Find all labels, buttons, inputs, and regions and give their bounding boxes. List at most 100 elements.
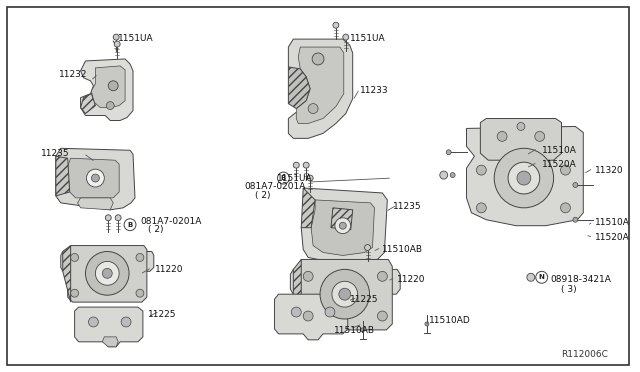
Circle shape (114, 41, 120, 47)
Text: 11510A: 11510A (541, 146, 577, 155)
Circle shape (291, 307, 301, 317)
Circle shape (561, 165, 570, 175)
Text: R112006C: R112006C (561, 350, 609, 359)
Circle shape (561, 203, 570, 213)
Text: 08918-3421A: 08918-3421A (550, 275, 611, 284)
Polygon shape (289, 39, 353, 138)
Text: 11225: 11225 (148, 310, 177, 318)
Circle shape (517, 171, 531, 185)
Text: 1151UA: 1151UA (118, 33, 154, 43)
Circle shape (335, 218, 351, 234)
Text: 081A7-0201A: 081A7-0201A (140, 217, 202, 226)
Circle shape (450, 173, 455, 177)
Text: 1151UA: 1151UA (276, 174, 312, 183)
Polygon shape (77, 198, 113, 210)
Text: ( 2): ( 2) (255, 192, 270, 201)
Text: ( 3): ( 3) (561, 285, 576, 294)
Circle shape (102, 268, 112, 278)
Text: 081A7-0201A: 081A7-0201A (245, 183, 306, 192)
Text: B: B (281, 175, 286, 181)
Polygon shape (293, 259, 301, 330)
Polygon shape (331, 208, 353, 230)
Text: 11220: 11220 (397, 275, 426, 284)
Text: 11520A: 11520A (595, 233, 630, 242)
Circle shape (136, 289, 144, 297)
Circle shape (339, 222, 346, 229)
Text: 11233: 11233 (360, 86, 388, 95)
Circle shape (307, 175, 313, 181)
Polygon shape (301, 188, 315, 228)
Circle shape (124, 219, 136, 231)
Text: 11320: 11320 (595, 166, 624, 174)
Circle shape (573, 217, 578, 222)
Circle shape (86, 169, 104, 187)
Circle shape (343, 34, 349, 40)
Circle shape (446, 150, 451, 155)
Circle shape (378, 271, 387, 281)
Polygon shape (481, 119, 561, 160)
Polygon shape (296, 47, 344, 124)
Text: 11520A: 11520A (541, 160, 577, 169)
Polygon shape (275, 294, 348, 340)
Text: ( 2): ( 2) (148, 225, 163, 234)
Polygon shape (56, 156, 70, 196)
Circle shape (92, 174, 99, 182)
Circle shape (425, 322, 429, 326)
Polygon shape (467, 126, 583, 226)
Polygon shape (75, 307, 143, 347)
Circle shape (332, 281, 358, 307)
Polygon shape (68, 158, 119, 198)
Circle shape (121, 317, 131, 327)
Text: 11235: 11235 (393, 202, 422, 211)
Circle shape (527, 273, 535, 281)
Polygon shape (301, 188, 387, 262)
Circle shape (88, 317, 99, 327)
Circle shape (440, 171, 448, 179)
Circle shape (106, 215, 111, 221)
Circle shape (70, 253, 79, 262)
Circle shape (108, 81, 118, 91)
Circle shape (303, 311, 313, 321)
Circle shape (508, 162, 540, 194)
Text: 11510AD: 11510AD (429, 317, 470, 326)
Circle shape (278, 172, 289, 184)
Polygon shape (92, 66, 125, 108)
Polygon shape (61, 251, 154, 271)
Circle shape (365, 244, 371, 250)
Circle shape (339, 288, 351, 300)
Polygon shape (102, 337, 118, 347)
Circle shape (360, 328, 365, 332)
Circle shape (303, 271, 313, 281)
Circle shape (95, 262, 119, 285)
Circle shape (136, 253, 144, 262)
Polygon shape (289, 67, 310, 109)
Circle shape (303, 162, 309, 168)
Circle shape (325, 307, 335, 317)
Text: 11510AB: 11510AB (334, 326, 375, 336)
Polygon shape (63, 246, 70, 302)
Circle shape (333, 22, 339, 28)
Circle shape (113, 34, 119, 40)
Polygon shape (68, 246, 147, 302)
Circle shape (535, 131, 545, 141)
Circle shape (312, 53, 324, 65)
Text: B: B (127, 222, 132, 228)
Text: 11225: 11225 (349, 295, 378, 304)
Circle shape (378, 311, 387, 321)
Circle shape (476, 165, 486, 175)
Polygon shape (56, 148, 135, 210)
Circle shape (86, 251, 129, 295)
Circle shape (106, 102, 114, 110)
Circle shape (536, 271, 548, 283)
Circle shape (320, 269, 369, 319)
Text: 11220: 11220 (155, 265, 183, 274)
Circle shape (293, 162, 300, 168)
Circle shape (517, 122, 525, 131)
Polygon shape (81, 94, 95, 113)
Text: 11232: 11232 (59, 70, 87, 79)
Polygon shape (311, 200, 374, 256)
Circle shape (494, 148, 554, 208)
Text: 11235: 11235 (41, 149, 70, 158)
Text: 1151UA: 1151UA (349, 33, 385, 43)
Polygon shape (291, 269, 400, 294)
